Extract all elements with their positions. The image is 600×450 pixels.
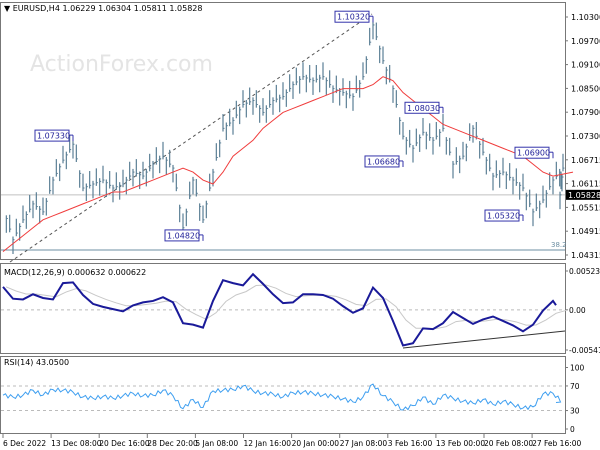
symbol-name: EURUSD,H4 [12, 4, 60, 13]
rsi-tick-label: 30 [570, 407, 580, 416]
price-tick-label: 1.09700 [571, 37, 600, 46]
fib-382-label: 38.2 [551, 241, 567, 249]
open-value: 1.06229 [62, 4, 96, 13]
time-tick-label: 13 Dec 08:00 [51, 439, 102, 448]
annotation-label: 1.08030 [407, 104, 440, 113]
time-tick-label: 28 Dec 20:00 [147, 439, 198, 448]
macd-line [2, 272, 557, 347]
macd-panel-frame [0, 263, 566, 354]
price-tick-label: 1.04315 [571, 251, 600, 260]
time-tick-label: 27 Feb 16:00 [532, 439, 581, 448]
price-tick-label: 1.06715 [571, 156, 600, 165]
current-price-box [566, 189, 600, 200]
price-panel-frame [0, 2, 566, 260]
annotation-box [164, 229, 200, 242]
time-tick-label: 27 Jan 08:00 [340, 439, 388, 448]
annotation-label: 1.05320 [487, 212, 520, 221]
dashed-trendline [9, 13, 373, 263]
high-value: 1.06304 [98, 4, 132, 13]
time-tick-label: 20 Jan 00:00 [292, 439, 340, 448]
macd-tick-label: 0.005236 [569, 267, 600, 276]
time-tick-label: 20 Dec 16:00 [99, 439, 150, 448]
annotation-label: 1.10320 [337, 13, 370, 22]
annotation-box [514, 146, 550, 159]
price-tick-label: 1.10300 [571, 13, 600, 22]
rsi-title: RSI(14) 43.0500 [4, 358, 70, 367]
time-tick-label: 3 Feb 16:00 [388, 439, 433, 448]
macd-trendline [402, 330, 566, 349]
annotation-label: 1.06900 [517, 149, 550, 158]
time-tick-label: 6 Dec 2022 [3, 439, 46, 448]
price-tick-label: 1.05515 [571, 203, 600, 212]
rsi-tick-label: 100 [570, 364, 585, 373]
price-tick-label: 1.06115 [571, 180, 600, 189]
time-tick-label: 12 Jan 16:00 [244, 439, 292, 448]
time-tick-label: 13 Feb 00:00 [436, 439, 485, 448]
price-tick-label: 1.04915 [571, 227, 600, 236]
annotation-box [334, 10, 370, 23]
moving-average-line [2, 76, 574, 253]
macd-tick-label: 0.00 [569, 306, 586, 315]
watermark: ActionForex.com [30, 52, 213, 77]
macd-title: MACD(12,26,9) 0.000632 0.000622 [4, 268, 147, 277]
rsi-panel-frame [0, 356, 566, 434]
rsi-line [2, 383, 562, 411]
rsi-tick-label: 0 [570, 425, 575, 434]
rsi-tick-label: 70 [570, 382, 580, 391]
price-tick-label: 1.07300 [571, 132, 600, 141]
current-price-label: 1.05828 [568, 191, 600, 200]
annotation-label: 1.04820 [167, 231, 200, 240]
collapse-triangle-icon[interactable]: ▼ [4, 4, 11, 13]
close-value: 1.05828 [169, 4, 203, 13]
time-tick-label: 5 Jan 08:00 [195, 439, 238, 448]
annotation-label: 1.07330 [37, 132, 70, 141]
price-tick-label: 1.09100 [571, 61, 600, 70]
annotation-label: 1.06680 [367, 157, 400, 166]
macd-signal-line [5, 284, 567, 330]
annotation-box [484, 209, 520, 222]
low-value: 1.05811 [133, 4, 167, 13]
macd-tick-label: -0.005416 [569, 346, 600, 355]
annotation-box [404, 101, 440, 114]
annotation-box [34, 129, 70, 142]
price-tick-label: 1.07900 [571, 108, 600, 117]
time-tick-label: 20 Feb 08:00 [484, 439, 533, 448]
symbol-header: ▼ EURUSD,H4 1.06229 1.06304 1.05811 1.05… [4, 4, 202, 13]
price-tick-label: 1.08500 [571, 84, 600, 93]
annotation-box [364, 155, 400, 168]
